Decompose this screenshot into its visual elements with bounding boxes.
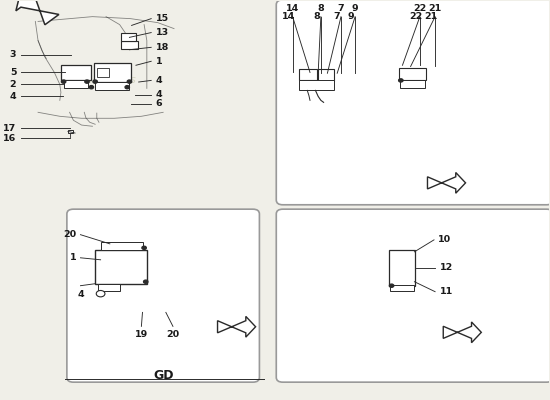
FancyBboxPatch shape [389, 250, 415, 286]
Text: 13: 13 [156, 28, 169, 37]
Text: 17: 17 [3, 124, 16, 133]
Text: eurocarparts: eurocarparts [124, 283, 191, 293]
Polygon shape [443, 322, 481, 343]
Text: 7: 7 [338, 4, 344, 13]
Text: 8: 8 [317, 4, 324, 13]
Text: 8: 8 [313, 12, 320, 21]
FancyBboxPatch shape [94, 63, 131, 82]
Circle shape [389, 284, 394, 287]
Circle shape [62, 80, 66, 83]
FancyBboxPatch shape [318, 69, 334, 81]
Circle shape [142, 246, 146, 250]
Text: 1: 1 [156, 57, 162, 66]
Text: 14: 14 [282, 12, 295, 21]
FancyBboxPatch shape [67, 209, 260, 382]
Text: 2: 2 [10, 80, 16, 89]
Text: 14: 14 [286, 4, 299, 13]
Text: 4: 4 [156, 76, 162, 85]
FancyBboxPatch shape [121, 40, 138, 48]
Text: 5: 5 [10, 68, 16, 77]
FancyBboxPatch shape [95, 250, 147, 284]
Text: 20: 20 [63, 230, 76, 239]
FancyBboxPatch shape [390, 285, 414, 291]
Circle shape [89, 86, 94, 89]
Circle shape [93, 80, 97, 83]
FancyBboxPatch shape [276, 209, 550, 382]
Text: eurocarparts: eurocarparts [375, 283, 441, 293]
FancyBboxPatch shape [95, 82, 129, 90]
FancyBboxPatch shape [299, 80, 334, 90]
Text: 4: 4 [77, 290, 84, 299]
Text: 4: 4 [10, 92, 16, 101]
Circle shape [125, 86, 129, 89]
Circle shape [85, 80, 89, 83]
Text: 20: 20 [166, 330, 179, 339]
Text: 19: 19 [135, 330, 148, 339]
Text: eurocarparts: eurocarparts [375, 95, 441, 105]
FancyBboxPatch shape [68, 130, 73, 133]
Text: 4: 4 [156, 90, 162, 99]
Text: 15: 15 [156, 14, 169, 23]
FancyBboxPatch shape [399, 68, 426, 80]
FancyBboxPatch shape [62, 65, 91, 80]
Text: 21: 21 [428, 4, 442, 13]
Circle shape [399, 79, 403, 82]
Text: 22: 22 [413, 4, 426, 13]
FancyBboxPatch shape [101, 242, 143, 250]
Text: 7: 7 [333, 12, 340, 21]
Text: 18: 18 [156, 43, 169, 52]
FancyBboxPatch shape [64, 80, 88, 88]
Text: eurocarparts: eurocarparts [70, 76, 137, 86]
Text: 12: 12 [439, 263, 453, 272]
FancyBboxPatch shape [98, 284, 120, 291]
Polygon shape [16, 0, 59, 25]
Text: 6: 6 [156, 99, 162, 108]
Circle shape [96, 290, 105, 297]
FancyBboxPatch shape [121, 33, 136, 40]
Circle shape [144, 280, 148, 283]
Text: 3: 3 [10, 50, 16, 59]
FancyBboxPatch shape [299, 69, 316, 80]
FancyBboxPatch shape [276, 0, 550, 205]
Text: 1: 1 [69, 253, 76, 262]
Text: 21: 21 [424, 12, 437, 21]
FancyBboxPatch shape [97, 68, 109, 77]
Text: 10: 10 [438, 235, 452, 244]
Text: 9: 9 [352, 4, 359, 13]
Polygon shape [427, 172, 465, 193]
Text: 16: 16 [3, 134, 16, 143]
Polygon shape [218, 316, 256, 337]
Text: 9: 9 [348, 12, 354, 21]
Text: GD: GD [153, 369, 173, 382]
Text: 11: 11 [439, 287, 453, 296]
Circle shape [127, 80, 131, 83]
Text: 22: 22 [409, 12, 422, 21]
FancyBboxPatch shape [400, 80, 425, 88]
